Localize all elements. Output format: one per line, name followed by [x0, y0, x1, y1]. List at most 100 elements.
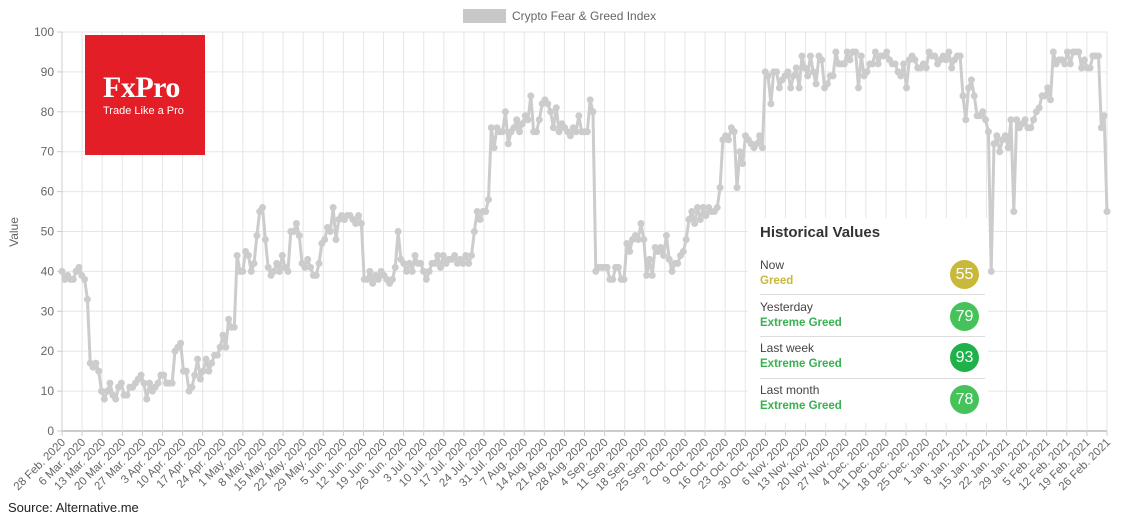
- data-point: [682, 235, 690, 243]
- data-point: [355, 212, 363, 220]
- data-point: [643, 271, 651, 279]
- data-point: [434, 251, 442, 259]
- data-point: [583, 128, 591, 136]
- data-point: [854, 84, 862, 92]
- data-point: [425, 267, 433, 275]
- data-point: [699, 204, 707, 212]
- data-point: [112, 395, 120, 403]
- data-point: [374, 275, 382, 283]
- data-point: [758, 144, 766, 152]
- data-point: [451, 251, 459, 259]
- data-point: [959, 92, 967, 100]
- data-point: [1021, 116, 1029, 124]
- data-point: [767, 100, 775, 108]
- data-point: [273, 259, 281, 267]
- historical-row-label: Last month: [760, 383, 820, 397]
- data-point: [369, 279, 377, 287]
- data-point: [614, 263, 622, 271]
- data-point: [911, 56, 919, 64]
- data-point: [532, 128, 540, 136]
- data-point: [213, 351, 221, 359]
- data-point: [674, 259, 682, 267]
- data-point: [784, 68, 792, 76]
- data-point: [92, 359, 100, 367]
- historical-row-last-week: Last week Extreme Greed 93: [760, 339, 980, 381]
- data-point: [555, 128, 563, 136]
- y-tick-label: 50: [41, 225, 55, 239]
- data-point: [465, 259, 473, 267]
- data-point: [987, 267, 995, 275]
- data-point: [326, 228, 334, 235]
- legend-label[interactable]: Crypto Fear & Greed Index: [512, 9, 656, 23]
- data-point: [1103, 208, 1111, 216]
- data-point: [626, 247, 634, 255]
- data-point: [490, 144, 498, 152]
- data-point: [739, 160, 747, 168]
- data-point: [956, 52, 964, 60]
- data-point: [137, 371, 145, 379]
- data-point: [804, 72, 812, 80]
- data-point: [685, 216, 693, 224]
- historical-value-badge: 78: [950, 385, 979, 414]
- y-tick-label: 10: [41, 384, 55, 398]
- data-point: [891, 60, 899, 68]
- data-point: [321, 235, 329, 243]
- data-point: [1035, 104, 1043, 112]
- data-point: [253, 231, 261, 239]
- y-tick-label: 20: [41, 344, 55, 358]
- data-point: [225, 315, 233, 323]
- data-point: [366, 267, 374, 275]
- data-point: [431, 259, 439, 267]
- data-point: [504, 140, 512, 148]
- data-point: [304, 255, 312, 263]
- data-point: [482, 208, 490, 216]
- data-point: [143, 395, 151, 403]
- data-point: [1001, 132, 1009, 140]
- data-point: [798, 52, 806, 60]
- data-point: [1063, 48, 1071, 56]
- data-point: [75, 263, 83, 271]
- data-point: [106, 379, 114, 387]
- data-point: [194, 355, 202, 363]
- data-point: [100, 395, 108, 403]
- legend-swatch[interactable]: [463, 9, 506, 23]
- data-point: [869, 60, 877, 68]
- y-tick-label: 40: [41, 264, 55, 278]
- data-point: [403, 267, 411, 275]
- data-point: [679, 247, 687, 255]
- historical-values-title: Historical Values: [760, 224, 881, 241]
- data-point: [688, 208, 696, 216]
- y-tick-label: 80: [41, 105, 55, 119]
- data-point: [160, 371, 168, 379]
- data-point: [140, 379, 148, 387]
- data-point: [95, 367, 103, 375]
- data-point: [871, 48, 879, 56]
- data-point: [524, 116, 532, 124]
- legend[interactable]: Crypto Fear & Greed Index: [463, 9, 656, 23]
- divider: [760, 294, 985, 295]
- data-point: [103, 387, 111, 395]
- data-point: [829, 72, 837, 80]
- data-point: [1066, 60, 1074, 68]
- data-point: [840, 60, 848, 68]
- data-point: [1013, 116, 1021, 124]
- data-point: [83, 295, 91, 303]
- data-point: [984, 128, 992, 136]
- data-point: [1010, 208, 1018, 216]
- data-point: [623, 239, 631, 247]
- data-point: [691, 220, 699, 228]
- data-point: [470, 228, 478, 235]
- y-tick-labels: 0 10 20 30 40 50 60 70 80 90 100: [34, 25, 54, 438]
- data-point: [69, 275, 77, 283]
- data-point: [544, 100, 552, 108]
- data-point: [233, 251, 241, 259]
- y-tick-label: 60: [41, 185, 55, 199]
- data-point: [295, 231, 303, 239]
- fxpro-logo: FxPro Trade Like a Pro: [85, 35, 205, 155]
- data-point: [439, 251, 447, 259]
- data-point: [1047, 96, 1055, 104]
- data-point: [1080, 56, 1088, 64]
- historical-row-label: Yesterday: [760, 300, 813, 314]
- data-point: [247, 267, 255, 275]
